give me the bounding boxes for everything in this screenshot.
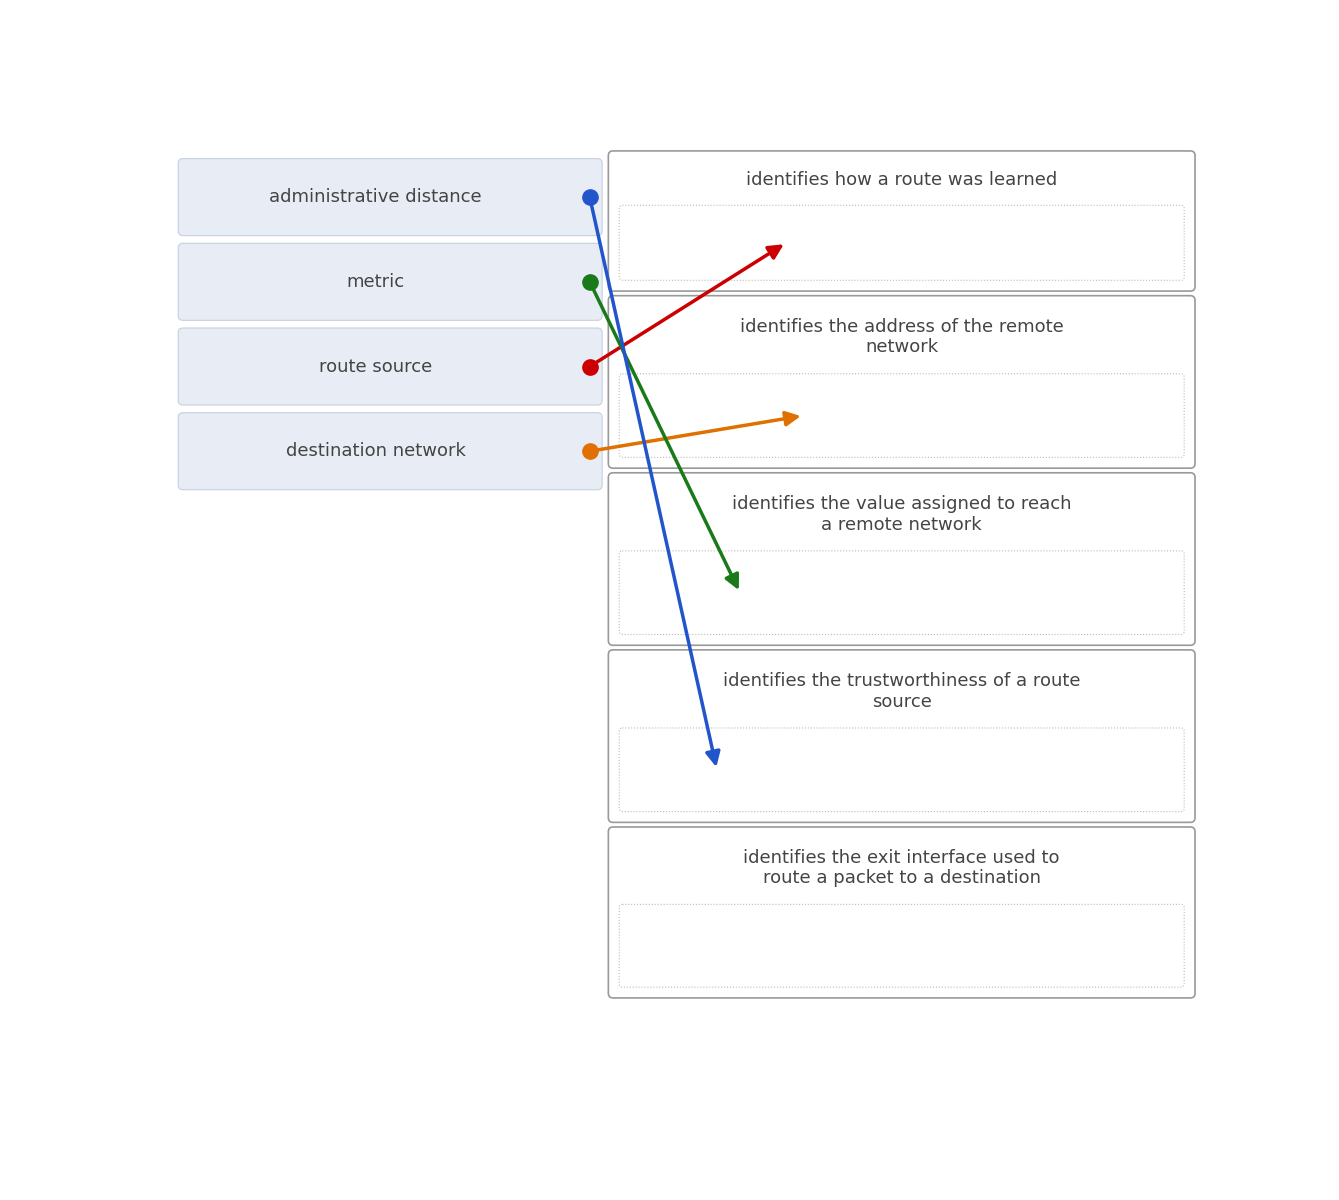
FancyBboxPatch shape <box>608 473 1194 646</box>
Text: identifies the exit interface used to
route a packet to a destination: identifies the exit interface used to ro… <box>743 848 1060 887</box>
FancyBboxPatch shape <box>619 205 1184 281</box>
Text: administrative distance: administrative distance <box>269 188 482 206</box>
FancyBboxPatch shape <box>619 373 1184 457</box>
Text: destination network: destination network <box>285 443 466 461</box>
FancyBboxPatch shape <box>608 650 1194 822</box>
Text: identifies the trustworthiness of a route
source: identifies the trustworthiness of a rout… <box>723 672 1081 710</box>
FancyBboxPatch shape <box>619 551 1184 635</box>
Text: identifies the address of the remote
network: identifies the address of the remote net… <box>740 318 1063 356</box>
Text: identifies the value assigned to reach
a remote network: identifies the value assigned to reach a… <box>732 494 1071 534</box>
FancyBboxPatch shape <box>608 827 1194 998</box>
FancyBboxPatch shape <box>178 244 603 320</box>
FancyBboxPatch shape <box>178 158 603 235</box>
FancyBboxPatch shape <box>178 328 603 406</box>
Text: identifies how a route was learned: identifies how a route was learned <box>746 172 1058 190</box>
FancyBboxPatch shape <box>178 413 603 490</box>
FancyBboxPatch shape <box>619 905 1184 988</box>
FancyBboxPatch shape <box>608 295 1194 468</box>
Text: metric: metric <box>347 272 404 290</box>
FancyBboxPatch shape <box>608 151 1194 292</box>
Text: route source: route source <box>319 358 432 376</box>
FancyBboxPatch shape <box>619 728 1184 811</box>
